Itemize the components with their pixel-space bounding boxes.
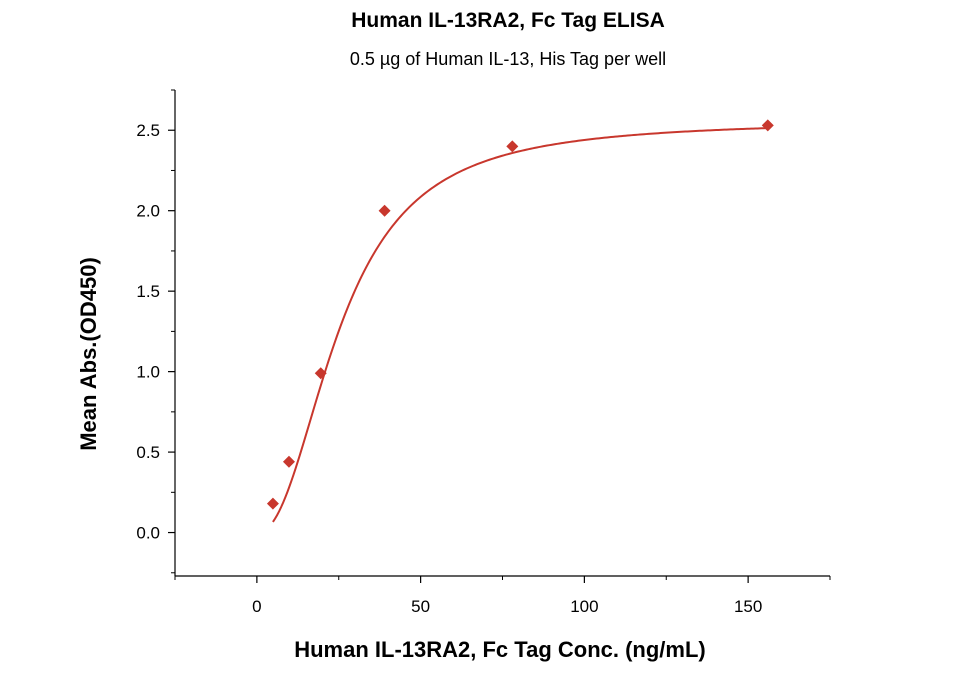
fit-curve — [272, 127, 768, 523]
y-tick-label: 1.5 — [136, 282, 160, 301]
x-ticks: 0 50 100 150 — [174, 576, 831, 616]
data-point-marker — [282, 455, 295, 468]
y-tick-label: 0.0 — [136, 524, 160, 543]
y-tick-label: 2.5 — [136, 121, 160, 140]
x-tick-label: 150 — [734, 597, 762, 616]
y-ticks: 0.0 0.5 1.0 1.5 2.0 2.5 — [136, 89, 175, 574]
chart-title: Human IL-13RA2, Fc Tag ELISA — [351, 9, 665, 32]
data-point-marker — [378, 204, 391, 217]
x-tick-label: 0 — [252, 597, 261, 616]
data-point-marker — [266, 497, 279, 510]
y-tick-label: 1.0 — [136, 363, 160, 382]
x-tick-label: 100 — [570, 597, 598, 616]
data-point-marker — [506, 140, 519, 153]
y-axis-label: Mean Abs.(OD450) — [76, 257, 101, 451]
x-tick-label: 50 — [411, 597, 430, 616]
data-markers — [266, 119, 774, 510]
x-axis-label: Human IL-13RA2, Fc Tag Conc. (ng/mL) — [294, 637, 706, 662]
y-tick-label: 2.0 — [136, 202, 160, 221]
y-tick-label: 0.5 — [136, 443, 160, 462]
data-point-marker — [314, 367, 327, 380]
data-point-marker — [761, 119, 774, 132]
chart-subtitle: 0.5 µg of Human IL-13, His Tag per well — [350, 49, 666, 69]
